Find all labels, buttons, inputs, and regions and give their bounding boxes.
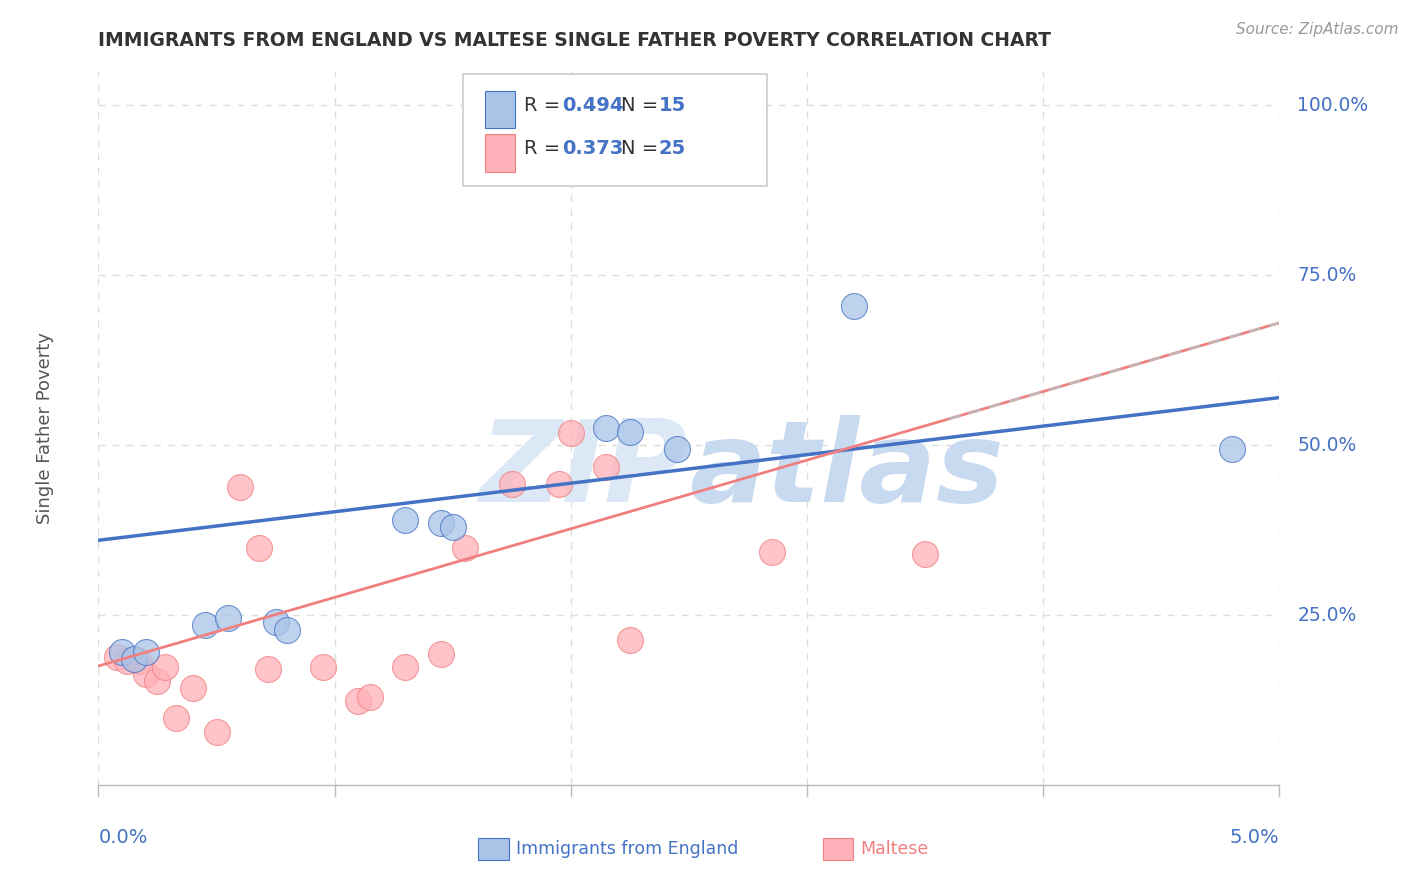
Point [276,623,298,637]
Point [181,681,204,695]
Point [128,654,150,668]
Point [394,660,416,674]
Text: N =: N = [621,139,665,158]
Point [666,442,689,456]
Text: ZIP: ZIP [481,416,689,526]
Text: atlas: atlas [689,416,1004,526]
Point [761,545,783,559]
Point [548,476,571,491]
Text: 5.0%: 5.0% [1230,828,1279,847]
Point [217,611,239,625]
Point [1220,442,1243,456]
Point [347,694,370,708]
Text: 50.0%: 50.0% [1298,435,1357,455]
Text: Maltese: Maltese [860,840,929,858]
Point [312,660,335,674]
Point [595,459,617,474]
Text: 0.373: 0.373 [562,139,623,158]
Text: Immigrants from England: Immigrants from England [516,840,738,858]
Point [105,650,128,665]
Point [441,519,464,533]
Point [122,652,145,666]
Text: 25.0%: 25.0% [1298,606,1357,624]
Point [165,711,187,725]
Point [135,645,157,659]
Text: Source: ZipAtlas.com: Source: ZipAtlas.com [1236,22,1399,37]
Point [257,662,280,676]
Point [115,654,138,668]
Point [394,513,416,527]
Point [501,476,523,491]
Text: IMMIGRANTS FROM ENGLAND VS MALTESE SINGLE FATHER POVERTY CORRELATION CHART: IMMIGRANTS FROM ENGLAND VS MALTESE SINGL… [98,31,1052,50]
Point [229,480,252,494]
Text: R =: R = [524,95,567,114]
Point [844,299,866,313]
Point [153,660,176,674]
Point [430,516,453,531]
Point [359,690,381,704]
Point [619,425,641,439]
Point [595,421,617,435]
Point [194,618,217,632]
Point [135,667,157,681]
Point [619,633,641,648]
Text: R =: R = [524,139,567,158]
Text: Single Father Poverty: Single Father Poverty [37,332,55,524]
Point [146,673,169,688]
Text: 0.0%: 0.0% [98,828,148,847]
Point [453,541,475,556]
Text: 15: 15 [659,95,686,114]
Point [914,547,936,561]
Text: 75.0%: 75.0% [1298,266,1357,285]
Text: 0.494: 0.494 [562,95,623,114]
Point [247,541,270,556]
Text: 100.0%: 100.0% [1298,95,1368,115]
Text: 25: 25 [659,139,686,158]
Point [560,425,582,440]
Text: N =: N = [621,95,665,114]
Point [205,725,228,739]
Point [264,615,287,629]
Point [430,647,453,661]
Point [111,645,134,659]
